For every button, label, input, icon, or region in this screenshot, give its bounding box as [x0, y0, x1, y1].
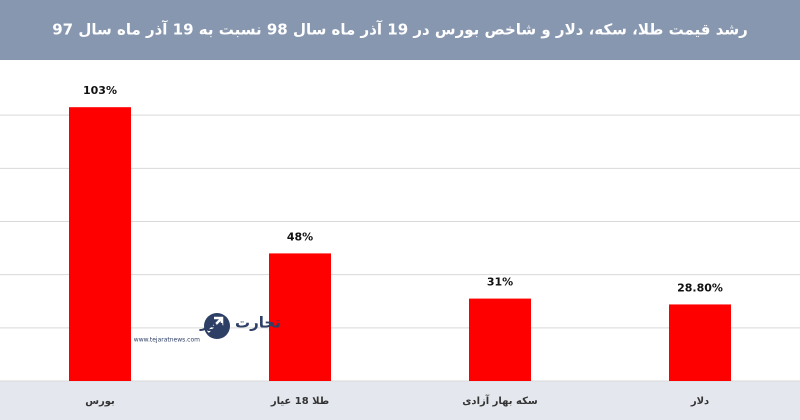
bar: [269, 253, 331, 381]
x-tick-label: سکه بهار آزادی: [462, 394, 538, 407]
x-tick-label: طلا 18 عیار: [270, 396, 329, 407]
bar: [69, 107, 131, 382]
title-band: [0, 0, 800, 60]
watermark-arrow: [207, 316, 224, 333]
bar: [469, 298, 531, 381]
x-tick-label: دلار: [690, 396, 709, 407]
value-label: 48%: [287, 230, 313, 243]
watermark: تجارت نیوز www.tejaratnews.com: [134, 313, 281, 344]
x-tick-label: بورس: [85, 396, 115, 407]
category-band: [0, 381, 800, 420]
watermark-icon: [204, 313, 230, 339]
value-label: 28.80%: [677, 281, 723, 294]
watermark-name: تجارت نیوز: [199, 314, 281, 332]
chart-title: رشد قیمت طلا، سکه، دلار و شاخص بورس در 1…: [52, 21, 748, 39]
value-label: 31%: [487, 276, 513, 289]
bar: [669, 304, 731, 381]
value-label: 103%: [83, 84, 117, 97]
watermark-url: www.tejaratnews.com: [134, 337, 200, 344]
